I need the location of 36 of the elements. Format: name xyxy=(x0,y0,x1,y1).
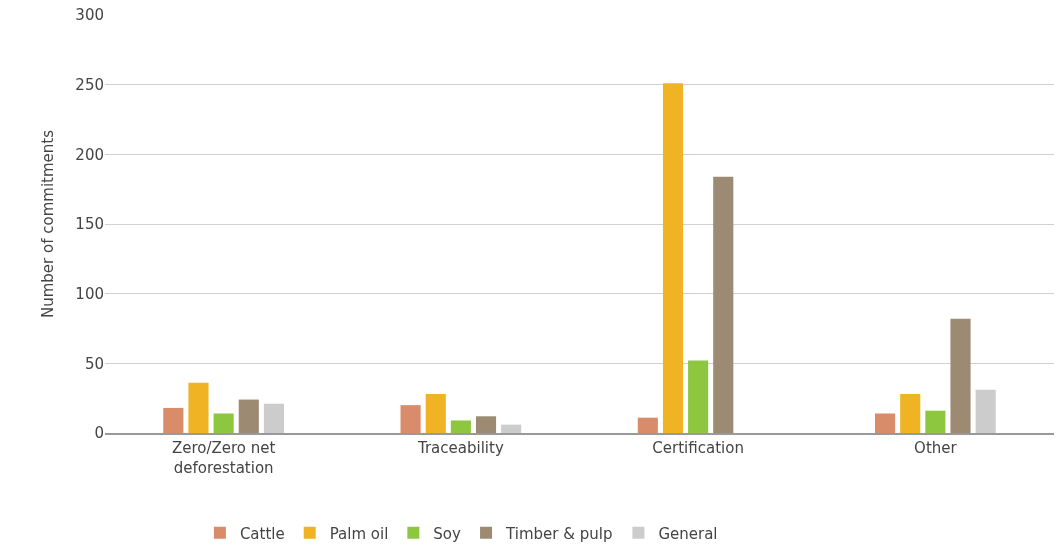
bar xyxy=(637,417,658,433)
x-tick-label: Zero/Zero net deforestation xyxy=(171,439,276,477)
bar xyxy=(263,403,284,433)
bar xyxy=(238,399,259,433)
legend-label: Palm oil xyxy=(329,524,389,543)
bar xyxy=(662,83,684,433)
bar xyxy=(975,389,996,433)
y-tick-label: 0 xyxy=(94,424,104,443)
bar xyxy=(163,407,184,433)
bar xyxy=(713,176,734,433)
x-tick-label: Other xyxy=(914,439,958,457)
x-tick-label: Certification xyxy=(652,439,744,457)
bar xyxy=(213,413,234,433)
bar xyxy=(475,416,497,433)
legend-label: Soy xyxy=(433,524,462,543)
legend-label: Cattle xyxy=(239,524,285,543)
y-tick-label: 100 xyxy=(75,284,104,303)
bar xyxy=(501,424,522,433)
bar xyxy=(875,413,896,433)
y-tick-label: 150 xyxy=(75,215,104,234)
x-tick-label: Traceability xyxy=(416,439,504,457)
bar xyxy=(925,410,946,433)
y-axis-title: Number of commitments xyxy=(38,129,57,318)
y-tick-label: 300 xyxy=(75,6,104,25)
legend-label: General xyxy=(658,524,718,543)
legend-label: Timber & pulp xyxy=(505,524,613,543)
bar xyxy=(425,393,446,433)
bar xyxy=(950,318,971,433)
bar xyxy=(400,405,421,433)
bar xyxy=(450,420,471,433)
y-tick-label: 50 xyxy=(84,354,104,373)
y-tick-label: 200 xyxy=(75,145,104,164)
y-tick-label: 250 xyxy=(75,75,104,94)
bar xyxy=(900,393,921,433)
bar xyxy=(188,382,209,433)
bar xyxy=(688,360,709,433)
